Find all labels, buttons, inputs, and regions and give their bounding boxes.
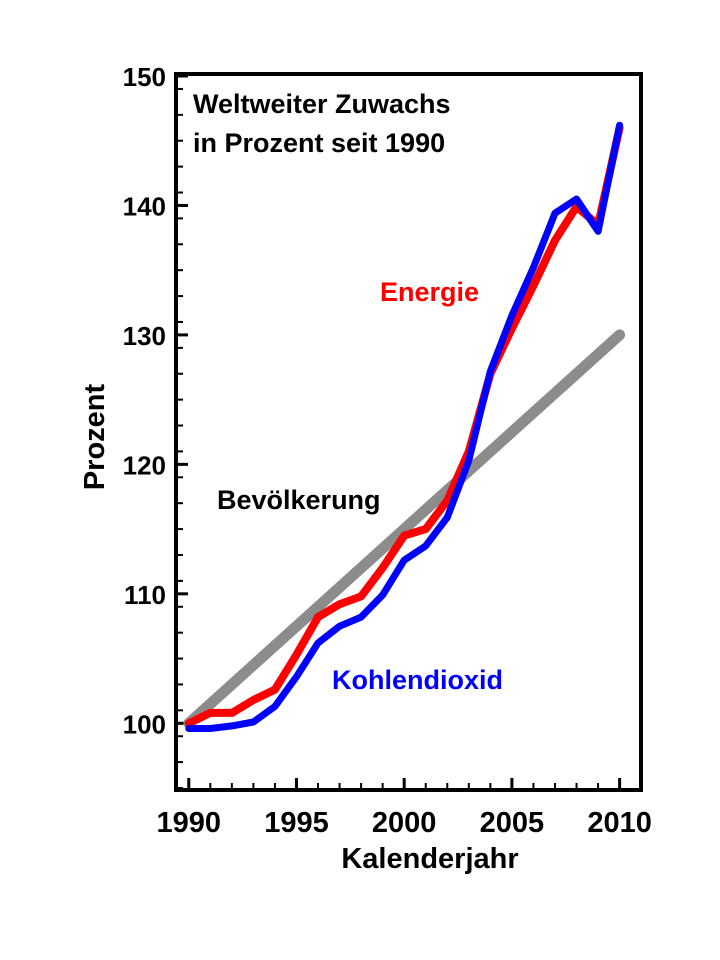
y-tick-labels: 100 110 120 130 140 150: [123, 62, 166, 739]
series-label-kohlendioxid: Kohlendioxid: [332, 665, 503, 695]
series-line-energie: [184, 123, 624, 728]
y-tick-label: 140: [123, 191, 166, 221]
y-axis-title: Prozent: [79, 383, 111, 490]
y-tick-label: 150: [123, 62, 166, 92]
series-lines: [183, 121, 626, 732]
series-label-energie: Energie: [380, 277, 479, 307]
plot-frame: [174, 72, 643, 792]
x-tick-label: 1990: [157, 807, 222, 839]
x-tick-label: 2010: [587, 807, 652, 839]
chart-subtitle: in Prozent seit 1990: [193, 128, 445, 158]
y-minor-ticks: [176, 87, 183, 789]
y-tick-label: 130: [123, 321, 166, 351]
x-ticks: [187, 778, 622, 790]
chart-title: Weltweiter Zuwachs: [193, 89, 451, 119]
x-tick-label: 1995: [264, 807, 329, 839]
y-tick-label: 100: [123, 709, 166, 739]
series-line-bevoelkerung: [183, 329, 626, 729]
x-tick-label: 2000: [372, 807, 437, 839]
y-tick-label: 120: [123, 450, 166, 480]
x-axis-title: Kalenderjahr: [341, 843, 518, 875]
series-line-kohlendioxid: [185, 121, 624, 732]
x-tick-labels: 1990 1995 2000 2005 2010: [157, 807, 652, 839]
series-label-bevoelkerung: Bevölkerung: [217, 485, 381, 515]
x-tick-label: 2005: [480, 807, 545, 839]
y-tick-label: 110: [124, 580, 166, 610]
